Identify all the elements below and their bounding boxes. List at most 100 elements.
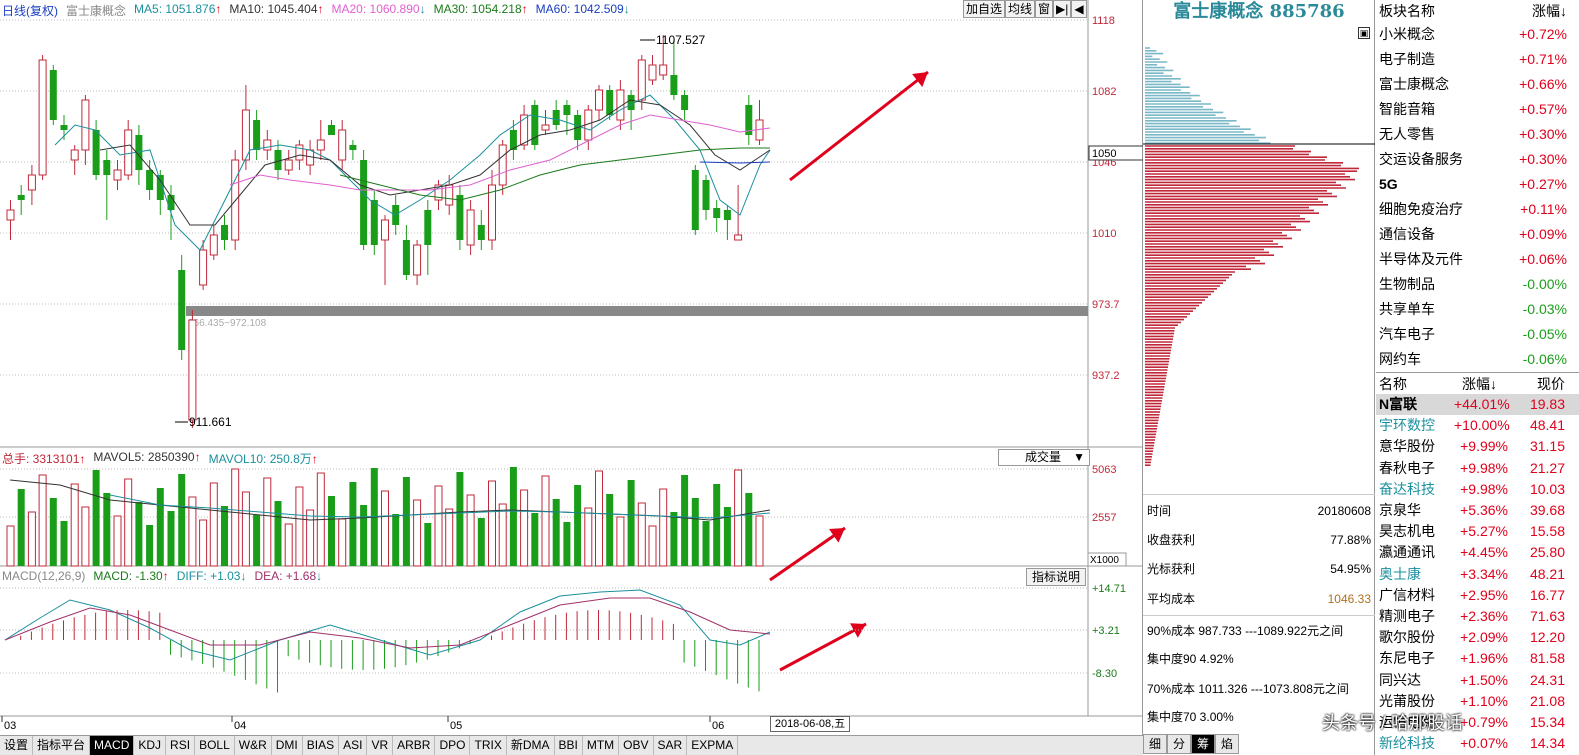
candle-body [124,129,133,176]
stock-row[interactable]: 昊志机电 +5.27% 15.58 [1376,521,1579,542]
volume-bar [616,516,625,567]
stock-name-header[interactable]: 名称 [1379,376,1407,392]
candle-body [316,139,325,151]
ma5-value: MA5: 1051.876↑ [134,2,222,16]
candle-body [209,234,218,256]
stock-row[interactable]: 运恒电路 +0.79% 15.34 [1376,712,1579,733]
volume-bar [734,469,743,567]
sector-row[interactable]: 半导体及元件 +0.06% [1376,247,1579,272]
indicator-tab-19[interactable]: EXPMA [687,736,739,755]
indicator-tab-16[interactable]: MTM [583,736,620,755]
sector-row[interactable]: 智能音箱 +0.57% [1376,97,1579,122]
copy-icon[interactable]: ▣ [1358,27,1370,39]
stock-change: +2.09% [1460,629,1508,646]
indicator-tab-6[interactable]: W&R [235,736,272,755]
stock-name: 意华股份 [1379,438,1435,455]
volume-indicator-select[interactable]: 成交量 ▼ [998,449,1090,466]
indicator-tab-2[interactable]: MACD [90,736,135,755]
stock-row[interactable]: 光莆股份 +1.10% 21.08 [1376,691,1579,712]
indicator-tab-9[interactable]: ASI [339,736,368,755]
stock-name: 歌尔股份 [1379,629,1435,646]
candle-body [188,319,197,421]
candle-body [60,125,68,130]
stock-row[interactable]: 广信材料 +2.95% 16.77 [1376,585,1579,606]
sector-row[interactable]: 生物制品 -0.00% [1376,272,1579,297]
x-tick-label: 06 [712,720,724,732]
candle-body [156,175,164,200]
sector-change-header[interactable]: 涨幅↓ [1532,3,1567,19]
period-label: 日线(复权) [2,4,58,18]
indicator-tab-7[interactable]: DMI [272,736,303,755]
stock-price: 21.08 [1529,692,1565,709]
sector-row[interactable]: 细胞免疫治疗 +0.11% [1376,197,1579,222]
volume-bar [713,484,721,566]
add-watchlist-button[interactable]: 加自选 [963,0,1006,18]
kline-plot[interactable]: 1118108210461010973.7937.21050966.435~97… [0,0,1143,738]
volume-bar [413,499,422,567]
stock-row[interactable]: 精测电子 +2.36% 71.63 [1376,606,1579,627]
stock-change: +9.98% [1460,459,1508,476]
collapse-icon[interactable]: ◀ [1071,0,1087,18]
sector-change: +0.30% [1519,151,1567,167]
price-tick-label: 1010 [1092,228,1116,240]
volume-bar [306,509,315,567]
stock-row[interactable]: 京泉华 +5.36% 39.68 [1376,500,1579,521]
indicator-tab-18[interactable]: SAR [654,736,688,755]
indicator-tab-4[interactable]: RSI [166,736,196,755]
stock-row[interactable]: N富联 +44.01% 19.83 [1376,394,1579,416]
indicator-tab-14[interactable]: 新DMA [507,736,555,755]
stock-row[interactable]: 意华股份 +9.99% 31.15 [1376,436,1579,457]
stock-price-header[interactable]: 现价 [1537,376,1565,392]
watermark: 头条号 / 哈那股话 [1322,713,1464,733]
indicator-tab-0[interactable]: 设置 [0,736,34,755]
stock-row[interactable]: 歌尔股份 +2.09% 12.20 [1376,627,1579,648]
indicator-tab-5[interactable]: BOLL [195,736,235,755]
sector-row[interactable]: 电子制造 +0.71% [1376,47,1579,72]
indicator-tab-13[interactable]: TRIX [470,736,507,755]
indicator-tab-1[interactable]: 指标平台 [33,736,91,755]
stock-row[interactable]: 瀛通通讯 +4.45% 25.80 [1376,542,1579,563]
stock-row[interactable]: 新纶科技 +0.07% 14.34 [1376,733,1579,754]
sector-row[interactable]: 5G +0.27% [1376,172,1579,197]
tab-flame[interactable]: 焰 [1215,734,1239,754]
stock-row[interactable]: 奋达科技 +9.98% 10.03 [1376,479,1579,500]
stock-row[interactable]: 东尼电子 +1.96% 81.58 [1376,648,1579,669]
sector-row[interactable]: 交运设备服务 +0.30% [1376,147,1579,172]
kline-chart-area[interactable]: 1118 1082 1046 1010 973.7 937.2 1050 966.435~97… [0,0,1143,738]
stock-change-header[interactable]: 涨幅↓ [1462,376,1497,392]
indicator-tab-3[interactable]: KDJ [134,736,167,755]
volume-bar [509,467,517,566]
stock-row[interactable]: 奥士康 +3.34% 48.21 [1376,564,1579,585]
price-tick-label: 973.7 [1092,299,1120,311]
stock-row[interactable]: 同兴达 +1.50% 24.31 [1376,670,1579,691]
indicator-tab-17[interactable]: OBV [619,736,654,755]
tab-minute[interactable]: 分 [1167,734,1191,754]
sector-row[interactable]: 汽车电子 -0.05% [1376,322,1579,347]
sector-row[interactable]: 小米概念 +0.72% [1376,22,1579,47]
sector-row[interactable]: 无人零售 +0.30% [1376,122,1579,147]
tab-detail[interactable]: 细 [1143,734,1167,754]
indicator-tab-8[interactable]: BIAS [303,736,340,755]
indicator-help-button[interactable]: 指标说明 [1026,568,1086,586]
sector-row[interactable]: 富士康概念 +0.66% [1376,72,1579,97]
candle-body [178,270,186,350]
volume-tick-label: 5063 [1092,464,1116,476]
indicator-tab-11[interactable]: ARBR [393,736,436,755]
sector-row[interactable]: 共享单车 -0.03% [1376,297,1579,322]
sector-change: +0.30% [1519,126,1567,142]
ma-line-button[interactable]: 均线 [1005,0,1036,18]
stock-row[interactable]: 春秋电子 +9.98% 21.27 [1376,458,1579,479]
volume-bar [146,525,154,566]
stock-price: 15.58 [1529,523,1565,540]
window-button[interactable]: 窗 [1035,0,1054,18]
expand-icon[interactable]: ▶| [1053,0,1072,18]
sector-row[interactable]: 通信设备 +0.09% [1376,222,1579,247]
indicator-tab-15[interactable]: BBI [555,736,583,755]
tab-chips[interactable]: 筹 [1191,734,1215,754]
sector-name-header[interactable]: 板块名称 [1379,3,1435,19]
sector-row[interactable]: 网约车 -0.06% [1376,347,1579,372]
indicator-tab-12[interactable]: DPO [435,736,471,755]
stock-change: +2.36% [1460,608,1508,624]
stock-row[interactable]: 宇环数控 +10.00% 48.41 [1376,415,1579,436]
indicator-tab-10[interactable]: VR [367,736,394,755]
